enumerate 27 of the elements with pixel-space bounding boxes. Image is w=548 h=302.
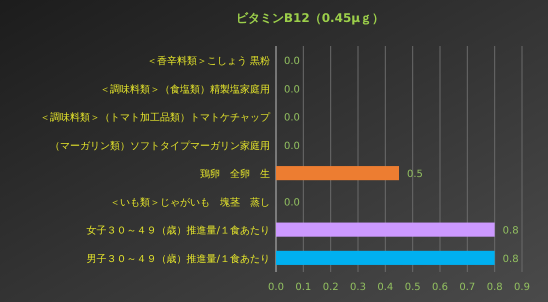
data-label: 0.5: [407, 169, 423, 180]
y-tick-label: 鶏卵 全卵 生: [200, 168, 270, 180]
data-label: 0.0: [284, 140, 300, 152]
y-tick-label: （マーガリン類）ソフトタイプマーガリン家庭用: [50, 140, 270, 152]
x-tick-label: 0.3: [350, 282, 366, 293]
chart-title: ビタミンB12（0.45μｇ）: [236, 11, 384, 25]
data-label: 0.8: [502, 226, 519, 237]
y-tick-label: ＜調味料類＞（トマト加工品類）トマトケチャップ: [40, 112, 271, 124]
y-tick-label: ＜いも類＞じゃがいも 塊茎 蒸し: [110, 196, 270, 208]
data-label: 0.0: [284, 56, 300, 68]
y-tick-label: 男子３０～４９（歳）推進量/１食あたり: [86, 252, 270, 265]
x-tick-label: 0.4: [377, 282, 394, 293]
x-tick-label: 0.5: [404, 282, 421, 293]
y-tick-label: ＜調味料類＞（食塩類）精製塩家庭用: [100, 83, 270, 96]
x-tick-label: 0.2: [322, 282, 339, 293]
y-tick-label: ＜香辛料類＞こしょう 黒粉: [146, 55, 270, 68]
y-tick-label: 女子３０～４９（歳）推進量/１食あたり: [86, 224, 270, 237]
x-tick-label: 0.7: [459, 282, 476, 293]
x-tick-label: 0.6: [432, 282, 448, 293]
data-label: 0.0: [284, 84, 300, 96]
x-tick-label: 0.9: [514, 282, 530, 293]
x-tick-label: 0.0: [268, 282, 284, 293]
data-label: 0.0: [284, 112, 300, 124]
x-tick-label: 0.8: [486, 282, 503, 293]
data-label: 0.8: [502, 254, 519, 265]
data-label: 0.0: [284, 197, 300, 208]
x-tick-label: 0.1: [295, 282, 312, 293]
